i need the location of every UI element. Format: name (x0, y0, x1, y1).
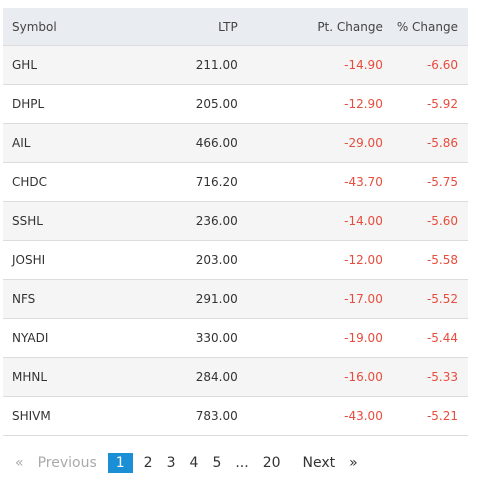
table-cell: -5.33 (386, 357, 468, 397)
table-cell: 466.00 (66, 123, 242, 163)
table-cell: NFS (3, 279, 67, 319)
table-cell: 330.00 (66, 318, 242, 358)
page-button[interactable]: 20 (262, 455, 281, 471)
page-button[interactable]: 3 (166, 455, 176, 471)
table-cell: SSHL (3, 201, 67, 241)
data-table: Symbol LTP Pt. Change% Change GHL 211.00 -14… (3, 8, 468, 436)
table-cell: -5.60 (386, 201, 468, 241)
table-cell: -43.70 (241, 162, 387, 202)
page-button[interactable]: 5 (212, 455, 222, 471)
table-cell: -12.90 (241, 84, 387, 124)
column-header[interactable]: LTP (66, 8, 242, 46)
table-row: SHIVM 783.00 -43.00 -5.21 (3, 396, 468, 436)
table-cell: -14.00 (241, 201, 387, 241)
page-button[interactable]: 4 (189, 455, 199, 471)
table-body: GHL 211.00 -14.90 -6.60 DHPL 205.00 -12.90 -5.9… (3, 45, 468, 436)
table-cell: NYADI (3, 318, 67, 358)
table-cell: -5.21 (386, 396, 468, 436)
table-cell: AIL (3, 123, 67, 163)
table-row: CHDC 716.20 -43.70 -5.75 (3, 162, 468, 202)
table-cell: SHIVM (3, 396, 67, 436)
table-cell: 236.00 (66, 201, 242, 241)
table-cell: DHPL (3, 84, 67, 124)
pagination: « Previous 1 2 3 4 5... 20 Next » (8, 452, 365, 474)
table-cell: -5.86 (386, 123, 468, 163)
table-cell: -19.00 (241, 318, 387, 358)
table-row: MHNL 284.00 -16.00 -5.33 (3, 357, 468, 397)
table-cell: -5.52 (386, 279, 468, 319)
table-head: Symbol LTP Pt. Change% Change (3, 8, 468, 46)
next-button[interactable]: Next (302, 455, 336, 471)
table-cell: -29.00 (241, 123, 387, 163)
table-cell: CHDC (3, 162, 67, 202)
column-header[interactable]: Symbol (3, 8, 67, 46)
table-row: AIL 466.00 -29.00 -5.86 (3, 123, 468, 163)
table-cell: -5.92 (386, 84, 468, 124)
last-button[interactable]: » (349, 455, 358, 471)
table-cell: 291.00 (66, 279, 242, 319)
table-cell: -6.60 (386, 45, 468, 85)
table-cell: -14.90 (241, 45, 387, 85)
page-button[interactable]: 1 (107, 453, 133, 473)
table-cell: -17.00 (241, 279, 387, 319)
table-row: NYADI 330.00 -19.00 -5.44 (3, 318, 468, 358)
column-header[interactable]: Pt. Change (241, 8, 387, 46)
first-button[interactable]: « (15, 455, 24, 471)
table-row: DHPL 205.00 -12.90 -5.92 (3, 84, 468, 124)
table-cell: JOSHI (3, 240, 67, 280)
previous-button[interactable]: Previous (37, 455, 97, 471)
table-row: GHL 211.00 -14.90 -6.60 (3, 45, 468, 85)
table-cell: -12.00 (241, 240, 387, 280)
table-row: NFS 291.00 -17.00 -5.52 (3, 279, 468, 319)
table-cell: 716.20 (66, 162, 242, 202)
table-cell: 284.00 (66, 357, 242, 397)
table-cell: MHNL (3, 357, 67, 397)
table-cell: -5.75 (386, 162, 468, 202)
table-cell: -16.00 (241, 357, 387, 397)
column-header[interactable]: % Change (386, 8, 468, 46)
page-button[interactable]: ... (235, 455, 249, 471)
table-cell: 203.00 (66, 240, 242, 280)
page-button[interactable]: 2 (143, 455, 153, 471)
header-row: Symbol LTP Pt. Change% Change (3, 8, 468, 46)
table-cell: 783.00 (66, 396, 242, 436)
table-cell: GHL (3, 45, 67, 85)
table-cell: -43.00 (241, 396, 387, 436)
table-cell: -5.58 (386, 240, 468, 280)
table-row: SSHL 236.00 -14.00 -5.60 (3, 201, 468, 241)
table-cell: -5.44 (386, 318, 468, 358)
table-cell: 205.00 (66, 84, 242, 124)
table-cell: 211.00 (66, 45, 242, 85)
table-row: JOSHI 203.00 -12.00 -5.58 (3, 240, 468, 280)
